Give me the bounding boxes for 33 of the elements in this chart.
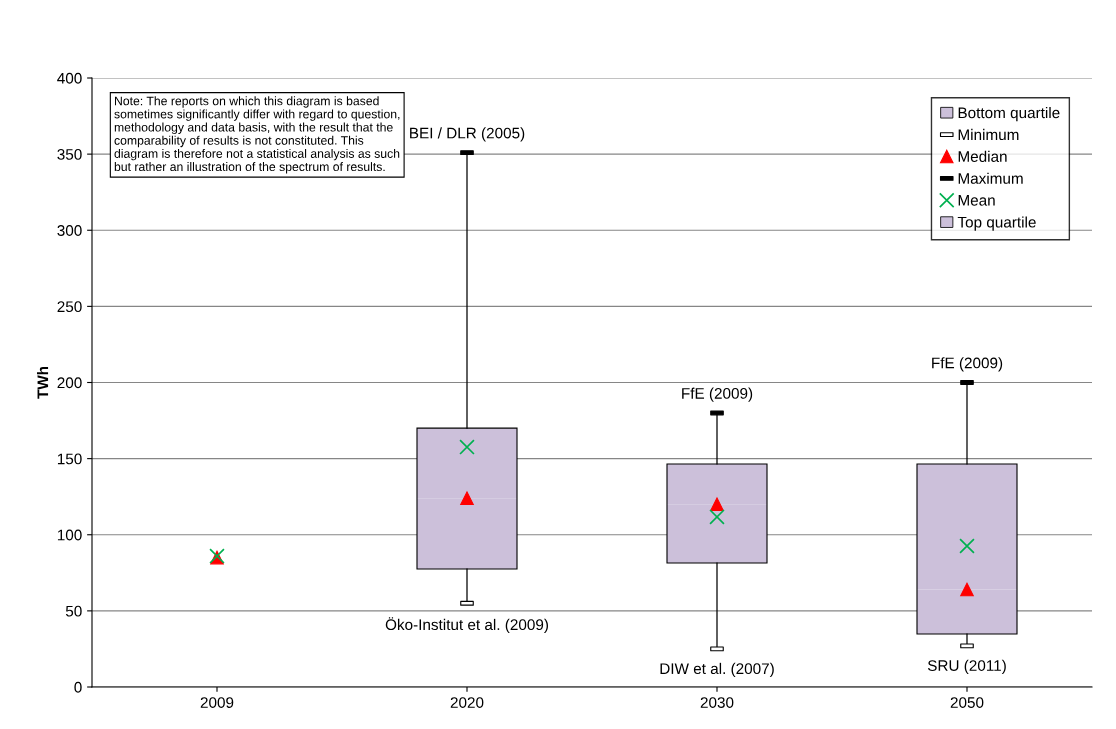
- annotation: SRU (2011): [927, 659, 1006, 675]
- y-tick-label: 150: [57, 453, 82, 465]
- y-axis-title: TWh: [36, 366, 49, 399]
- point: [709, 509, 725, 525]
- y-tick-label: 250: [57, 301, 82, 313]
- point: [459, 439, 475, 455]
- x-tick-label: 2030: [700, 697, 734, 708]
- legend-label: Median: [958, 150, 1007, 162]
- y-tick-label: 100: [57, 529, 82, 541]
- point: [460, 491, 474, 506]
- legend-label: Mean: [958, 195, 995, 206]
- y-tick-label: 0: [74, 681, 82, 693]
- legend-label: Bottom quartile: [958, 106, 1060, 122]
- point: [960, 582, 974, 597]
- annotation: BEI / DLR (2005): [410, 127, 525, 142]
- x-tick-label: 2009: [200, 697, 234, 708]
- legend-label: Minimum: [958, 128, 1019, 141]
- point: [710, 497, 724, 512]
- y-tick-label: 50: [65, 605, 82, 617]
- annotation: FfE (2009): [682, 387, 753, 402]
- legend-label: Top quartile: [957, 216, 1036, 231]
- annotation: Note: The reports on which this diagram is based sometimes significantly differ with regard to question, methodology and data basis, with the result that the comparability of results is not constituted. This diagram is therefore not a statistical analysis as such but rather an illustration of the spectrum of results.: [114, 96, 400, 174]
- point: [959, 538, 975, 554]
- y-tick-label: 300: [57, 225, 82, 236]
- x-tick-label: 2050: [950, 697, 984, 708]
- y-tick-label: 200: [57, 377, 82, 389]
- y-tick-label: 350: [57, 148, 82, 160]
- annotation: DIW et al. (2007): [660, 662, 774, 678]
- x-tick-label: 2020: [450, 697, 484, 708]
- y-tick-label: 400: [57, 72, 82, 84]
- legend-label: Maximum: [958, 172, 1023, 184]
- annotation: Öko-Institut et al. (2009): [385, 617, 548, 634]
- annotation: FfE (2009): [932, 357, 1003, 372]
